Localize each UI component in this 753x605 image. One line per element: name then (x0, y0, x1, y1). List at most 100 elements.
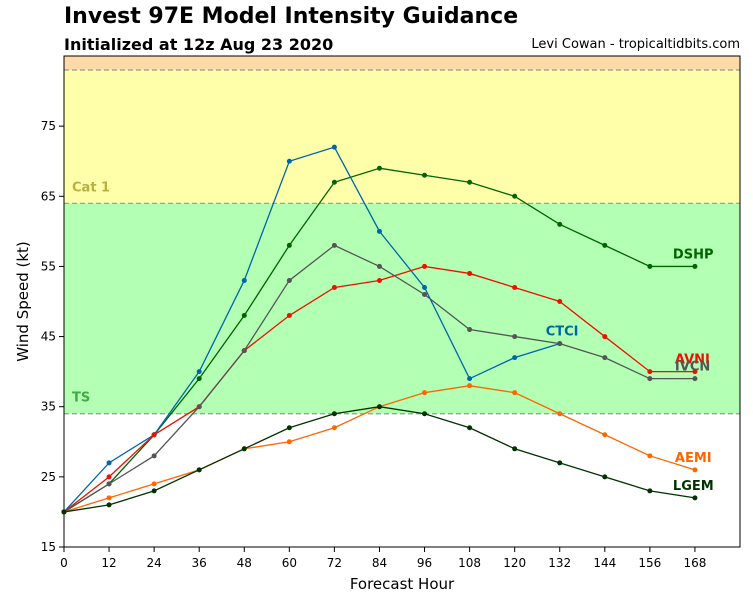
x-tick-label: 72 (327, 556, 342, 570)
series-line-ctci (63, 146, 560, 513)
data-point-avni (647, 369, 653, 375)
y-axis-label: Wind Speed (kt) (14, 241, 32, 362)
data-point-dshp (647, 263, 653, 269)
series-line-lgem (63, 406, 696, 513)
data-point-lgem (376, 404, 382, 410)
data-point-dshp (512, 193, 518, 199)
data-point-aemi (557, 411, 563, 417)
data-point-ctci (467, 376, 473, 382)
data-point-ctci (241, 277, 247, 283)
data-point-aemi (692, 467, 698, 473)
data-point-ivcn (196, 404, 202, 410)
y-tick-label: 15 (41, 540, 56, 554)
y-tick-label: 75 (41, 119, 56, 133)
data-point-aemi (151, 481, 157, 487)
data-point-avni (422, 263, 428, 269)
data-point-lgem (331, 411, 337, 417)
data-point-aemi (647, 453, 653, 459)
data-point-dshp (692, 263, 698, 269)
data-point-lgem (557, 460, 563, 466)
data-point-lgem (151, 488, 157, 494)
data-point-lgem (196, 467, 202, 473)
band-label: Cat 1 (72, 180, 110, 195)
data-point-lgem (61, 509, 67, 515)
data-point-ivcn (241, 348, 247, 354)
data-point-lgem (106, 502, 112, 508)
data-point-ivcn (557, 341, 563, 347)
y-tick-label: 25 (41, 470, 56, 484)
x-tick-label: 0 (60, 556, 68, 570)
x-tick-label: 84 (372, 556, 387, 570)
band-upper-0 (64, 56, 740, 71)
data-point-lgem (692, 495, 698, 501)
x-tick-label: 156 (638, 556, 661, 570)
data-point-ivcn (647, 376, 653, 382)
data-point-ctci (106, 460, 112, 466)
x-tick-label: 132 (548, 556, 571, 570)
x-tick-label: 60 (282, 556, 297, 570)
data-point-aemi (422, 390, 428, 396)
data-point-ivcn (512, 334, 518, 340)
data-point-avni (467, 270, 473, 276)
data-point-lgem (286, 425, 292, 431)
y-tick-label: 55 (41, 259, 56, 273)
data-point-dshp (196, 376, 202, 382)
data-point-avni (331, 284, 337, 290)
x-tick-label: 48 (237, 556, 252, 570)
data-point-ivcn (692, 376, 698, 382)
x-axis-label: Forecast Hour (350, 575, 455, 593)
data-point-ctci (196, 369, 202, 375)
data-point-dshp (557, 221, 563, 227)
x-tick-label: 144 (593, 556, 616, 570)
data-point-lgem (512, 446, 518, 452)
y-tick-label: 45 (41, 330, 56, 344)
data-point-ctci (286, 158, 292, 164)
band-label: TS (72, 391, 90, 406)
data-point-dshp (376, 165, 382, 171)
chart-credit: Levi Cowan - tropicaltidbits.com (531, 37, 740, 52)
x-tick-label: 96 (417, 556, 432, 570)
data-point-dshp (422, 172, 428, 178)
data-point-ivcn (422, 291, 428, 297)
data-point-ivcn (106, 481, 112, 487)
x-tick-label: 12 (101, 556, 116, 570)
data-point-lgem (647, 488, 653, 494)
y-tick-label: 65 (41, 189, 56, 203)
x-tick-label: 108 (458, 556, 481, 570)
y-tick-label: 35 (41, 400, 56, 414)
series-label-dshp: DSHP (673, 247, 714, 262)
series-label-ivcn: IVCN (675, 360, 710, 375)
data-point-dshp (467, 179, 473, 185)
data-point-dshp (331, 179, 337, 185)
data-point-ctci (512, 355, 518, 361)
data-point-lgem (241, 446, 247, 452)
data-point-avni (692, 369, 698, 375)
data-point-aemi (467, 383, 473, 389)
data-point-aemi (331, 425, 337, 431)
x-tick-label: 168 (683, 556, 706, 570)
chart-subtitle: Initialized at 12z Aug 23 2020 (64, 35, 334, 54)
data-point-lgem (602, 474, 608, 480)
data-point-aemi (512, 390, 518, 396)
x-tick-label: 36 (192, 556, 207, 570)
data-point-lgem (467, 425, 473, 431)
data-point-ivcn (151, 453, 157, 459)
data-point-dshp (286, 242, 292, 248)
data-point-aemi (602, 432, 608, 438)
data-point-ivcn (467, 327, 473, 333)
band-cat-1 (64, 70, 740, 204)
x-tick-label: 24 (146, 556, 161, 570)
band-ts (64, 203, 740, 414)
data-point-ivcn (376, 263, 382, 269)
data-point-avni (106, 474, 112, 480)
data-point-avni (512, 284, 518, 290)
data-point-avni (151, 432, 157, 438)
data-point-lgem (422, 411, 428, 417)
data-point-avni (557, 299, 563, 304)
data-point-ivcn (286, 277, 292, 283)
plot-frame (63, 55, 741, 548)
data-point-ctci (331, 144, 337, 150)
series-label-lgem: LGEM (673, 479, 714, 494)
x-tick-label: 120 (503, 556, 526, 570)
